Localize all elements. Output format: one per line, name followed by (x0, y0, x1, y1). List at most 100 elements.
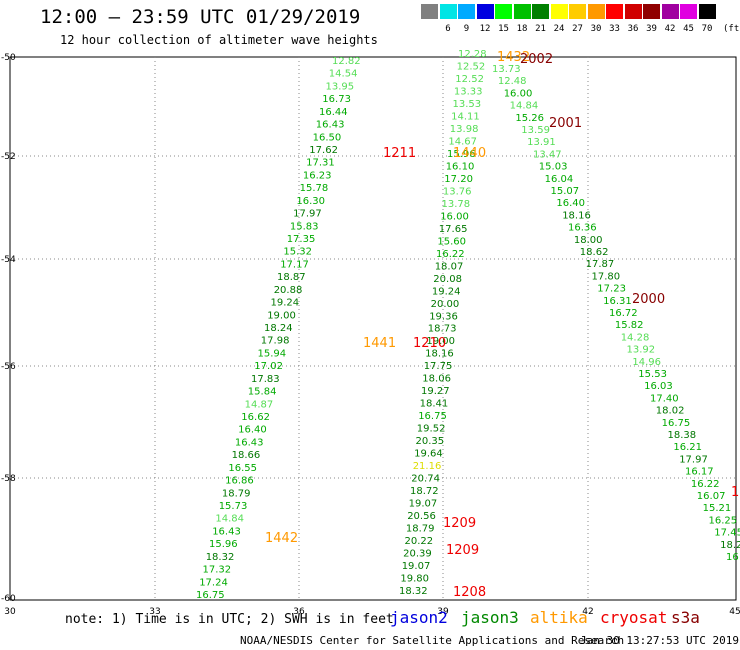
swh-label: 18.73 (428, 324, 457, 335)
swh-label: 20.22 (405, 536, 434, 547)
satellite-label-jason3: jason3 (461, 608, 519, 627)
swh-label: 15.21 (703, 503, 732, 514)
swh-label: 18.72 (410, 486, 439, 497)
swh-label: 18.41 (420, 399, 449, 410)
x-tick-label: 30 (4, 607, 16, 617)
legend-swatch (680, 4, 697, 19)
pass-time-label: 1209 (446, 543, 479, 558)
swh-label: 16.04 (545, 174, 574, 185)
legend-swatch (458, 4, 475, 19)
swh-label: 19.52 (417, 424, 446, 435)
legend-label: 42 (664, 24, 676, 34)
legend-label: 27 (572, 24, 583, 34)
swh-label: 16.03 (644, 381, 673, 392)
legend-swatch (439, 4, 457, 19)
pass-time-label: 1211 (383, 146, 416, 161)
swh-label: 17.87 (586, 259, 615, 270)
y-tick-label: -58 (1, 474, 16, 484)
footer-note: note: 1) Time is in UTC; 2) SWH is in fe… (65, 612, 394, 627)
swh-label: 14.87 (245, 399, 274, 410)
swh-label: 17.80 (592, 271, 621, 282)
swh-label: 17.20 (444, 174, 473, 185)
legend-swatch (606, 4, 623, 19)
swh-label: 18.79 (406, 524, 435, 535)
y-tick-label: -50 (1, 53, 16, 63)
swh-label: 14.54 (329, 69, 358, 80)
swh-label: 18.32 (206, 552, 235, 563)
swh-label: 20.08 (433, 274, 462, 285)
swh-label: 16.30 (296, 196, 325, 207)
swh-label: 19.27 (421, 386, 450, 397)
x-tick-label: 45 (729, 607, 740, 617)
swh-label: 19.36 (429, 311, 458, 322)
swh-label: 16.62 (241, 412, 270, 423)
swh-label: 20.39 (403, 549, 432, 560)
legend-swatch (421, 4, 438, 19)
swh-label: 12.28 (458, 49, 487, 60)
swh-label: 16.73 (322, 94, 351, 105)
pass-time-label: 1208 (453, 585, 486, 600)
swh-label: 13.47 (533, 149, 562, 160)
legend-swatch (495, 4, 512, 19)
legend-swatch (569, 4, 586, 19)
swh-label: 17.17 (280, 259, 309, 270)
swh-label: 16.75 (196, 590, 225, 601)
y-tick-label: -56 (1, 362, 16, 372)
swh-label: 19.00 (267, 310, 296, 321)
x-tick-label: 42 (582, 607, 593, 617)
swh-label: 15.73 (219, 501, 248, 512)
swh-label: 16.40 (556, 198, 585, 209)
swh-label: 16.86 (225, 476, 254, 487)
swh-label: 13.59 (521, 125, 550, 136)
legend-label: 6 (445, 24, 451, 34)
swh-label: 17.23 (597, 284, 626, 295)
swh-label: 18.87 (277, 272, 306, 283)
legend-label: 36 (627, 24, 639, 34)
swh-label: 18.16 (425, 349, 454, 360)
swh-label: 17.24 (199, 577, 228, 588)
legend-swatch (513, 4, 531, 19)
swh-label: 15.84 (248, 387, 277, 398)
swh-label: 17.40 (650, 393, 679, 404)
swh-label: 17.75 (424, 361, 453, 372)
legend-swatch (698, 4, 716, 19)
swh-label: 12.52 (457, 62, 486, 73)
swh-label: 16.00 (504, 88, 533, 99)
pass-time-label: 1210 (413, 336, 446, 351)
swh-label: 13.92 (627, 345, 656, 356)
swh-label: 17.45 (714, 528, 740, 539)
swh-label: 18.38 (668, 430, 697, 441)
swh-label: 13.98 (450, 124, 479, 135)
satellite-label-cryosat: cryosat (600, 608, 668, 627)
swh-label: 17.65 (439, 224, 468, 235)
legend-label: 30 (590, 24, 602, 34)
swh-label: 18.66 (232, 450, 261, 461)
swh-label: 14.84 (510, 101, 539, 112)
legend-swatch (587, 4, 605, 19)
swh-label: 20.56 (407, 511, 436, 522)
swh-label: 15.96 (209, 539, 238, 550)
swh-label: 13.33 (454, 87, 483, 98)
pass-time-label: 1440 (453, 146, 486, 161)
swh-label: 18.00 (574, 235, 603, 246)
legend-swatch (643, 4, 660, 19)
legend-label: 39 (646, 24, 657, 34)
legend-swatch (532, 4, 549, 19)
pass-time-label: 2000 (632, 292, 665, 307)
y-tick-label: -54 (1, 255, 16, 265)
legend-label: 18 (516, 24, 528, 34)
x-tick-label: 33 (149, 607, 160, 617)
swh-label: 16.31 (603, 296, 632, 307)
swh-label: 16.43 (316, 120, 345, 131)
pass-time-label: 1432 (497, 50, 530, 65)
swh-label: 19.24 (432, 286, 461, 297)
y-tick-label: -60 (1, 594, 16, 604)
swh-label: 16.07 (697, 491, 726, 502)
swh-label: 19.07 (409, 499, 438, 510)
swh-label: 15.60 (437, 236, 466, 247)
swh-label: 12.48 (498, 76, 527, 87)
swh-label: 15.53 (638, 369, 667, 380)
swh-label: 13.91 (527, 137, 556, 148)
swh-label: 13.95 (326, 81, 355, 92)
pass-time-label: 1442 (265, 531, 298, 546)
